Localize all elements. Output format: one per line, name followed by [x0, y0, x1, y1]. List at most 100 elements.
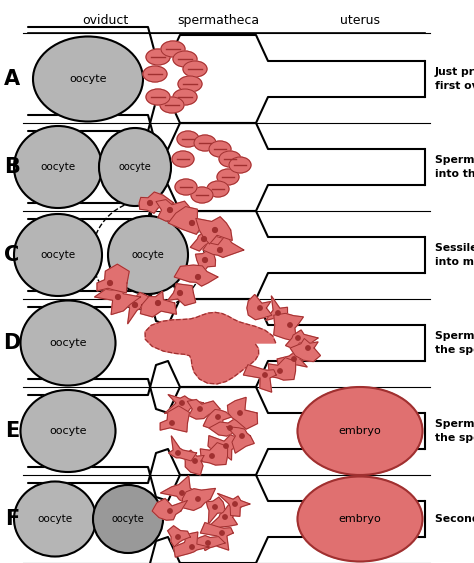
Ellipse shape: [93, 485, 163, 553]
Polygon shape: [152, 499, 188, 520]
Ellipse shape: [146, 89, 170, 105]
Polygon shape: [161, 476, 197, 503]
Circle shape: [258, 306, 262, 310]
Circle shape: [198, 407, 202, 411]
Circle shape: [210, 454, 214, 458]
Circle shape: [178, 291, 182, 296]
Ellipse shape: [298, 387, 422, 475]
Circle shape: [228, 426, 232, 430]
Ellipse shape: [143, 66, 167, 82]
Text: B: B: [4, 157, 20, 177]
Text: embryo: embryo: [338, 514, 382, 524]
Ellipse shape: [178, 76, 202, 92]
Polygon shape: [97, 264, 129, 293]
Text: A: A: [4, 69, 20, 89]
Circle shape: [206, 541, 210, 545]
Circle shape: [216, 415, 220, 419]
Text: oocyte: oocyte: [111, 514, 145, 524]
Circle shape: [180, 491, 184, 495]
Text: Just prior to the
first ovulation: Just prior to the first ovulation: [435, 67, 474, 91]
Circle shape: [155, 301, 160, 305]
Circle shape: [306, 346, 310, 350]
Text: embryo: embryo: [338, 426, 382, 436]
Ellipse shape: [209, 141, 231, 157]
Polygon shape: [121, 292, 149, 324]
Text: Second ovulation: Second ovulation: [435, 514, 474, 524]
Circle shape: [196, 497, 200, 501]
Ellipse shape: [191, 187, 213, 203]
Polygon shape: [196, 217, 232, 244]
Circle shape: [223, 515, 227, 519]
Ellipse shape: [173, 51, 197, 67]
Polygon shape: [168, 207, 207, 234]
Text: E: E: [5, 421, 19, 441]
Circle shape: [201, 236, 206, 242]
Ellipse shape: [217, 169, 239, 185]
Polygon shape: [201, 522, 233, 550]
Circle shape: [213, 505, 217, 509]
Circle shape: [116, 294, 120, 300]
Ellipse shape: [177, 131, 199, 147]
Polygon shape: [184, 450, 204, 475]
Text: oocyte: oocyte: [49, 426, 87, 436]
Polygon shape: [206, 497, 225, 524]
Ellipse shape: [20, 390, 116, 472]
Polygon shape: [140, 291, 176, 317]
Polygon shape: [290, 338, 320, 361]
Text: spermatheca: spermatheca: [177, 14, 259, 27]
Ellipse shape: [20, 301, 116, 386]
Polygon shape: [168, 284, 196, 306]
Circle shape: [238, 411, 242, 415]
Circle shape: [288, 323, 292, 327]
Ellipse shape: [99, 128, 171, 206]
Polygon shape: [227, 427, 254, 453]
Ellipse shape: [175, 179, 197, 195]
Polygon shape: [201, 443, 228, 465]
Circle shape: [147, 200, 153, 205]
Ellipse shape: [173, 89, 197, 105]
Polygon shape: [190, 535, 225, 551]
Text: Spermatids are pushed
into the spermatheca: Spermatids are pushed into the spermathe…: [435, 155, 474, 179]
Polygon shape: [145, 312, 276, 384]
Polygon shape: [164, 395, 204, 414]
Ellipse shape: [219, 151, 241, 167]
Text: D: D: [3, 333, 21, 353]
Polygon shape: [208, 502, 241, 528]
Circle shape: [176, 451, 180, 455]
Circle shape: [108, 280, 112, 285]
Polygon shape: [190, 230, 226, 251]
Text: oocyte: oocyte: [37, 514, 73, 524]
Polygon shape: [218, 493, 250, 516]
Circle shape: [193, 459, 197, 463]
Circle shape: [202, 258, 208, 262]
Text: Sperm are pushed out of
the spermatheca by egg: Sperm are pushed out of the spermatheca …: [435, 331, 474, 355]
Circle shape: [176, 535, 180, 539]
Ellipse shape: [194, 135, 216, 151]
Text: F: F: [5, 509, 19, 529]
Polygon shape: [203, 409, 231, 429]
Text: oocyte: oocyte: [132, 250, 164, 260]
Circle shape: [170, 421, 174, 425]
Text: oocyte: oocyte: [40, 250, 75, 260]
Circle shape: [180, 401, 184, 405]
Polygon shape: [195, 249, 216, 279]
Text: C: C: [4, 245, 19, 265]
Polygon shape: [266, 296, 288, 320]
Polygon shape: [209, 417, 247, 436]
Polygon shape: [187, 400, 220, 419]
Polygon shape: [94, 289, 141, 315]
Polygon shape: [168, 526, 191, 547]
Text: oocyte: oocyte: [49, 338, 87, 348]
Text: oviduct: oviduct: [82, 14, 128, 27]
Text: Sperm crawl back into
the spermatheca: Sperm crawl back into the spermatheca: [435, 419, 474, 443]
Polygon shape: [139, 192, 174, 213]
Ellipse shape: [183, 61, 207, 77]
Ellipse shape: [298, 476, 422, 561]
Ellipse shape: [14, 214, 102, 296]
Polygon shape: [169, 436, 197, 461]
Circle shape: [220, 531, 224, 535]
Polygon shape: [277, 353, 307, 374]
Ellipse shape: [229, 157, 251, 173]
Polygon shape: [174, 265, 218, 286]
Ellipse shape: [14, 126, 102, 208]
